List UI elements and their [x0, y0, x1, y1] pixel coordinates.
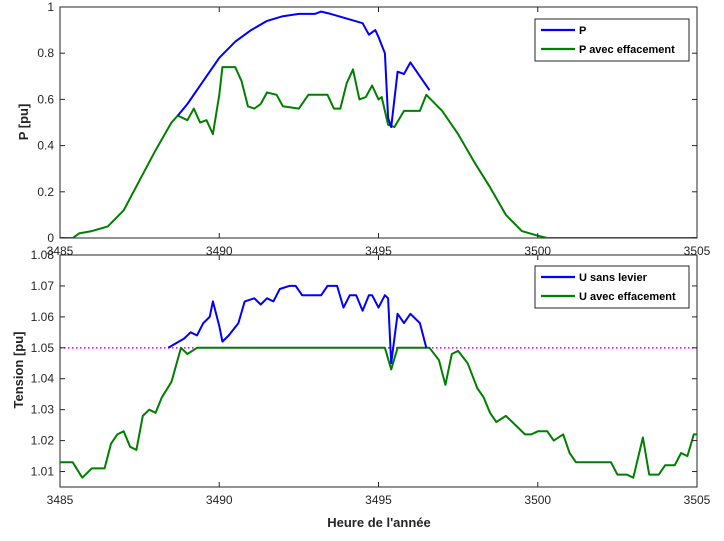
voltage-x-tick-label: 3490	[206, 493, 233, 507]
power-y-tick-label: 0	[47, 231, 54, 245]
power-y-tick-label: 1	[47, 0, 54, 14]
voltage-y-axis-label: Tension [pu]	[11, 331, 26, 408]
power-series-p-avec-effacement	[60, 66, 697, 238]
voltage-ticks-group: 3485 3490 3495 3500 3505 1.01 1.02 1.03 1.04 1.05…	[31, 248, 711, 507]
legend-label-p-avec-effacement: P avec effacement	[579, 44, 675, 56]
voltage-x-tick-label: 3495	[365, 493, 392, 507]
voltage-x-tick-label: 3500	[524, 493, 551, 507]
legend-label-u-sans-levier: U sans levier	[579, 272, 648, 284]
legend-label-p: P	[579, 25, 586, 37]
power-y-tick-label: 0.4	[37, 139, 54, 153]
voltage-y-tick-label: 1.03	[31, 403, 55, 417]
x-axis-label: Heure de l'année	[327, 515, 431, 530]
power-y-tick-label: 0.2	[37, 185, 54, 199]
voltage-legend: U sans levier U avec effacement	[534, 265, 690, 309]
voltage-x-tick-label: 3505	[684, 493, 711, 507]
voltage-series-group	[60, 284, 697, 479]
voltage-legend-box	[534, 265, 690, 309]
voltage-subplot: 3485 3490 3495 3500 3505 1.01 1.02 1.03 1.04 1.05…	[11, 248, 711, 530]
voltage-y-tick-label: 1.08	[31, 248, 55, 262]
power-y-tick-label: 0.6	[37, 92, 54, 106]
voltage-y-tick-label: 1.07	[31, 279, 55, 293]
legend-label-u-avec-effacement: U avec effacement	[579, 291, 676, 303]
voltage-y-tick-label: 1.06	[31, 310, 55, 324]
voltage-y-tick-label: 1.01	[31, 465, 55, 479]
power-y-tick-label: 0.8	[37, 46, 54, 60]
power-legend-box	[534, 18, 690, 62]
voltage-y-tick-label: 1.05	[31, 341, 55, 355]
power-y-axis-label: P [pu]	[16, 104, 31, 141]
power-legend: P P avec effacement	[534, 18, 690, 62]
power-series-p	[177, 10, 431, 129]
voltage-x-tick-label: 3485	[47, 493, 74, 507]
voltage-series-u-avec-effacement	[60, 346, 697, 479]
voltage-y-tick-label: 1.02	[31, 434, 55, 448]
voltage-series-u-sans-levier	[167, 284, 428, 365]
power-series-group	[60, 10, 697, 238]
voltage-y-tick-label: 1.04	[31, 372, 55, 386]
